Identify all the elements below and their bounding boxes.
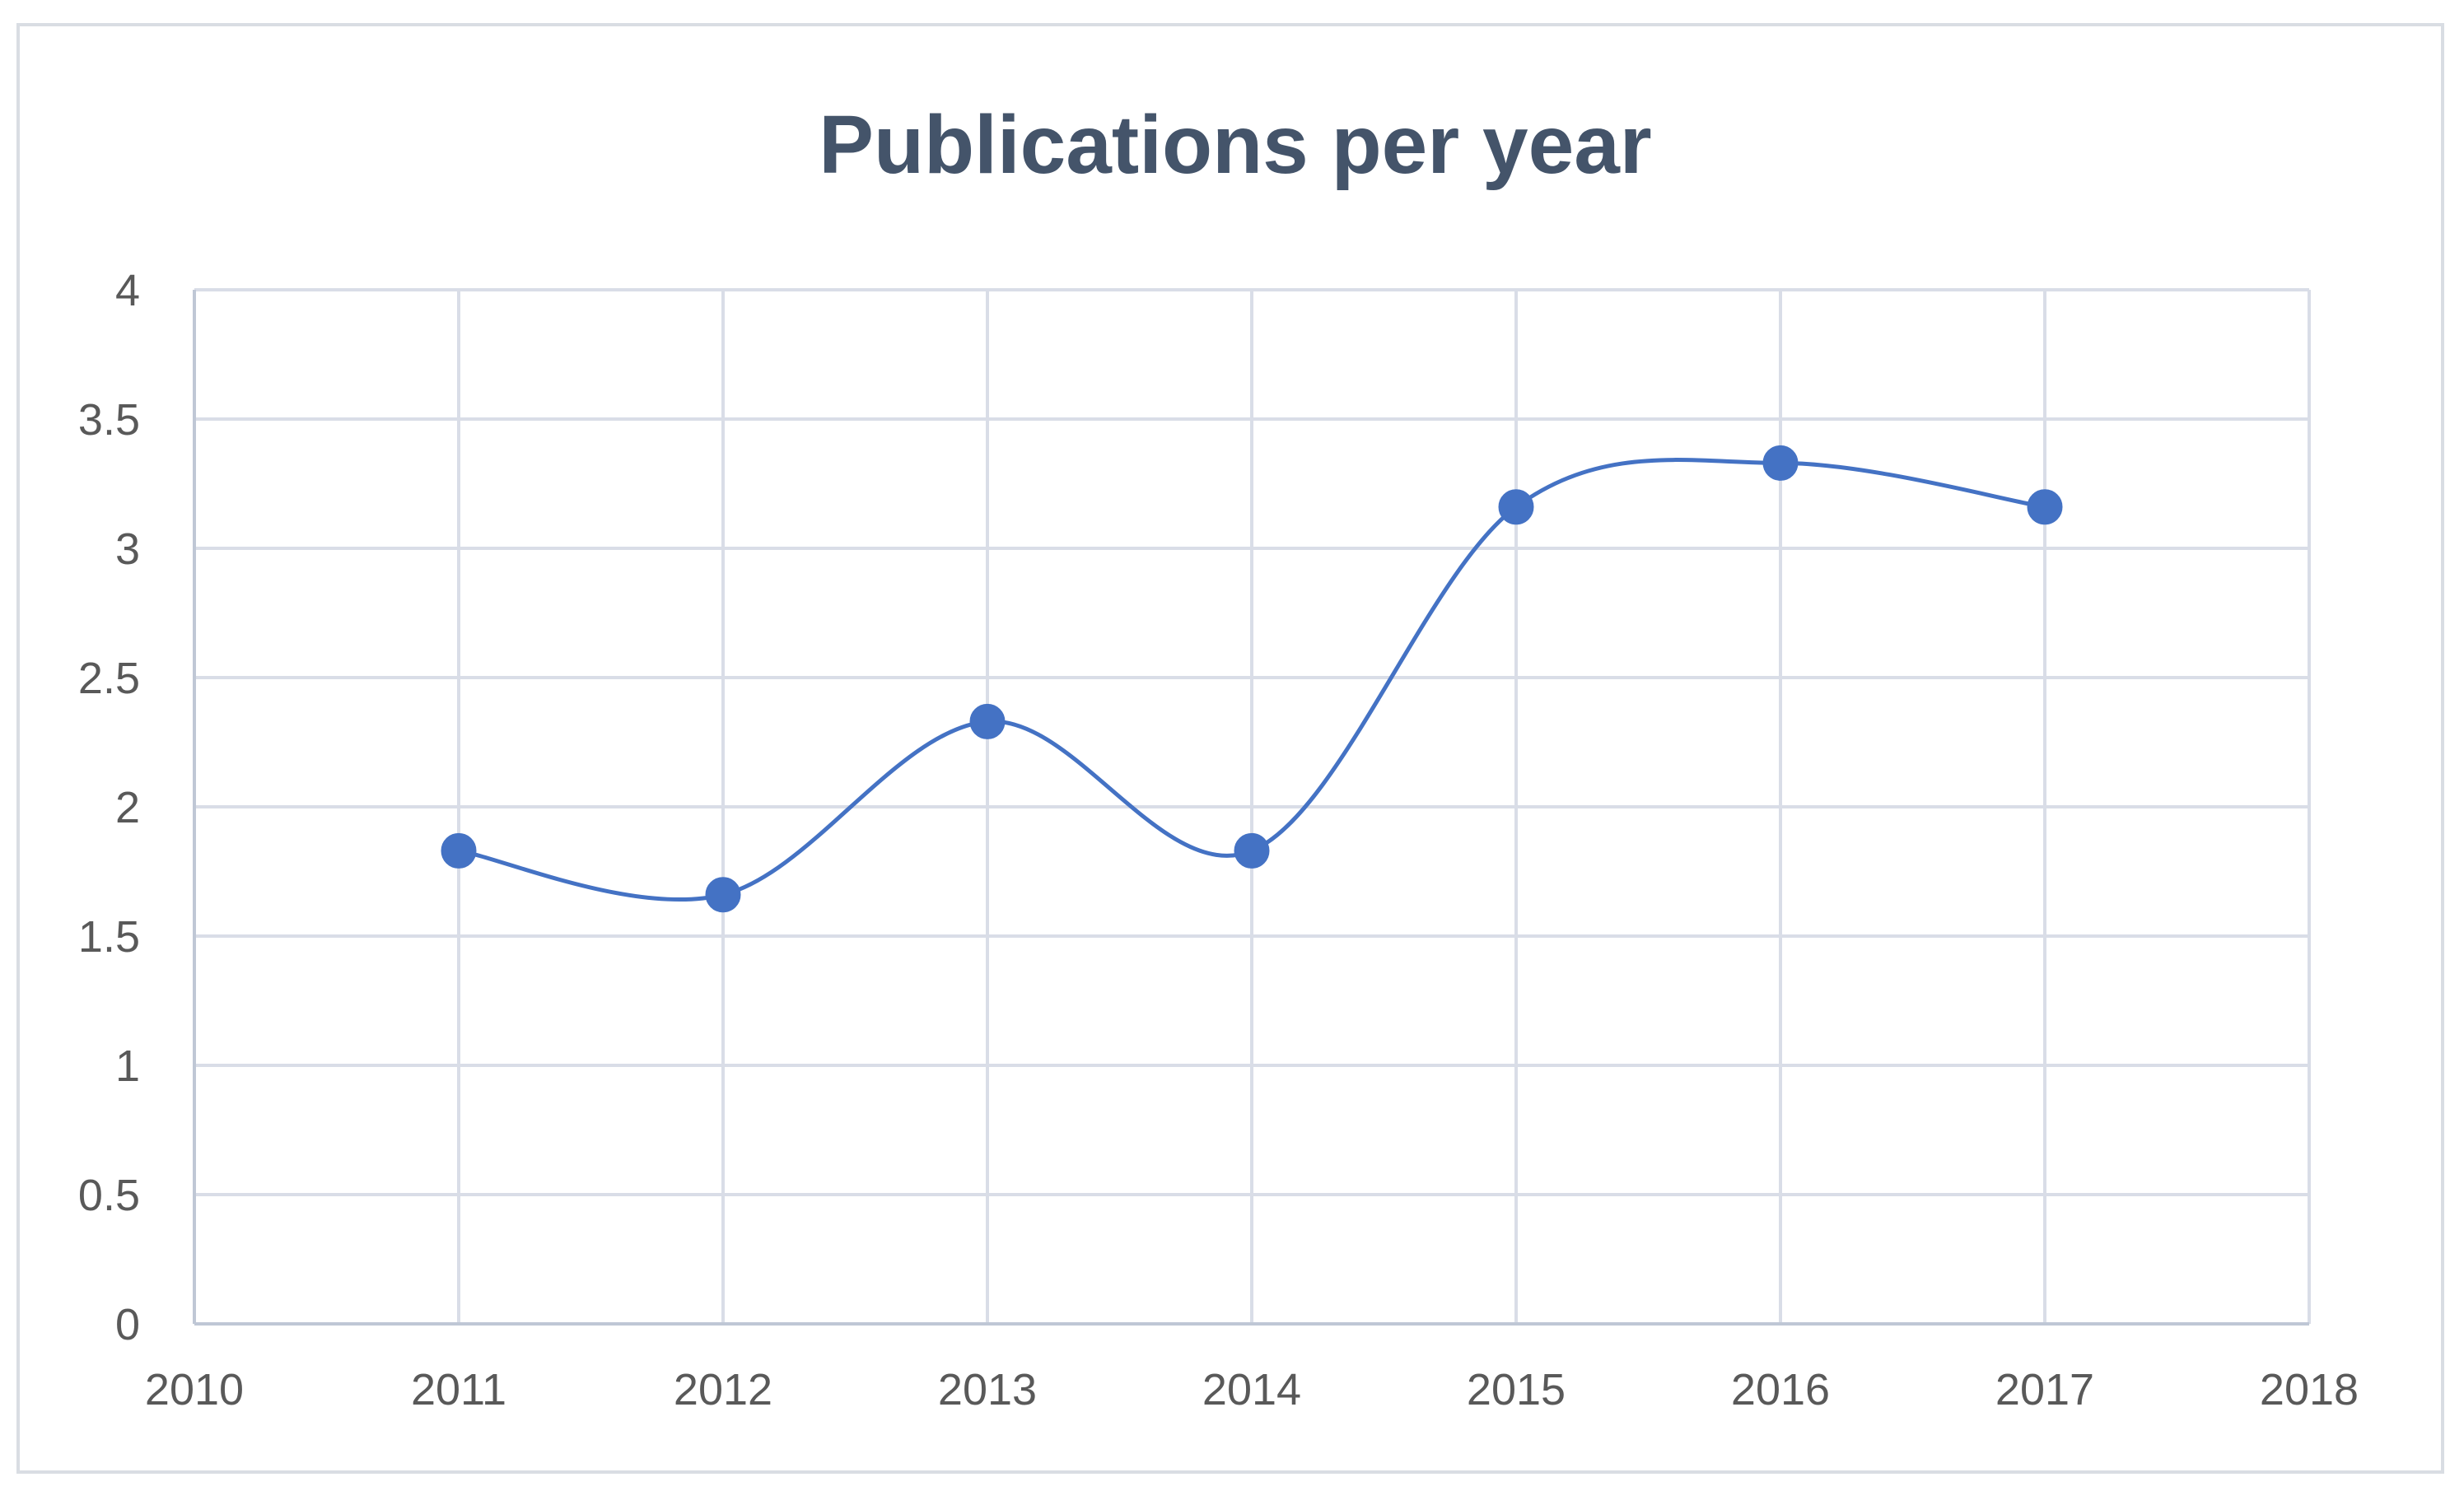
x-tick-label: 2014 [1202, 1365, 1301, 1414]
x-tick-label: 2017 [1995, 1365, 2094, 1414]
x-tick-label: 2016 [1731, 1365, 1830, 1414]
y-axis-tick-labels: 0 0.5 1 1.5 2 2.5 3 3.5 4 [78, 266, 140, 1349]
data-point [969, 703, 1006, 739]
y-tick-label: 3 [115, 524, 140, 574]
x-tick-label: 2018 [2260, 1365, 2359, 1414]
y-tick-label: 2.5 [78, 654, 140, 703]
x-tick-label: 2012 [674, 1365, 772, 1414]
chart-title: Publications per year [819, 99, 1651, 191]
y-tick-label: 4 [115, 266, 140, 315]
y-tick-label: 1.5 [78, 912, 140, 962]
y-tick-label: 0.5 [78, 1171, 140, 1220]
gridlines [193, 288, 2311, 1326]
y-tick-label: 1 [115, 1041, 140, 1091]
data-point [705, 877, 741, 913]
x-tick-label: 2010 [145, 1365, 244, 1414]
data-point [1498, 489, 1534, 525]
chart-frame [16, 23, 2444, 1474]
x-tick-label: 2015 [1467, 1365, 1566, 1414]
data-point [1234, 832, 1270, 869]
series-layer [441, 445, 2063, 913]
data-point [1762, 445, 1799, 481]
y-tick-label: 0 [115, 1300, 140, 1349]
data-point [2027, 489, 2063, 525]
x-axis-tick-labels: 2010 2011 2012 2013 2014 2015 2016 2017 2018 [145, 1365, 2359, 1414]
data-point [441, 832, 477, 869]
x-tick-label: 2011 [411, 1365, 506, 1414]
y-tick-label: 2 [115, 783, 140, 832]
y-tick-label: 3.5 [78, 395, 140, 445]
axes [193, 290, 2309, 1326]
x-tick-label: 2013 [938, 1365, 1037, 1414]
